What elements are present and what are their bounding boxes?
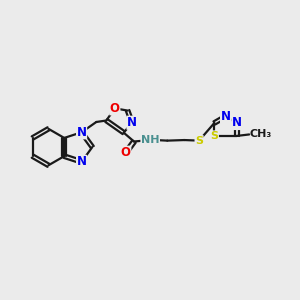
Text: CH₃: CH₃ [250,129,272,140]
Text: N: N [127,116,137,129]
Text: S: S [195,136,203,146]
Text: O: O [121,146,131,159]
Text: N: N [76,126,87,139]
Text: N: N [220,110,231,123]
Text: O: O [110,102,120,115]
Text: S: S [210,131,218,141]
Text: N: N [232,116,242,130]
Text: NH: NH [141,135,160,145]
Text: N: N [76,155,87,168]
